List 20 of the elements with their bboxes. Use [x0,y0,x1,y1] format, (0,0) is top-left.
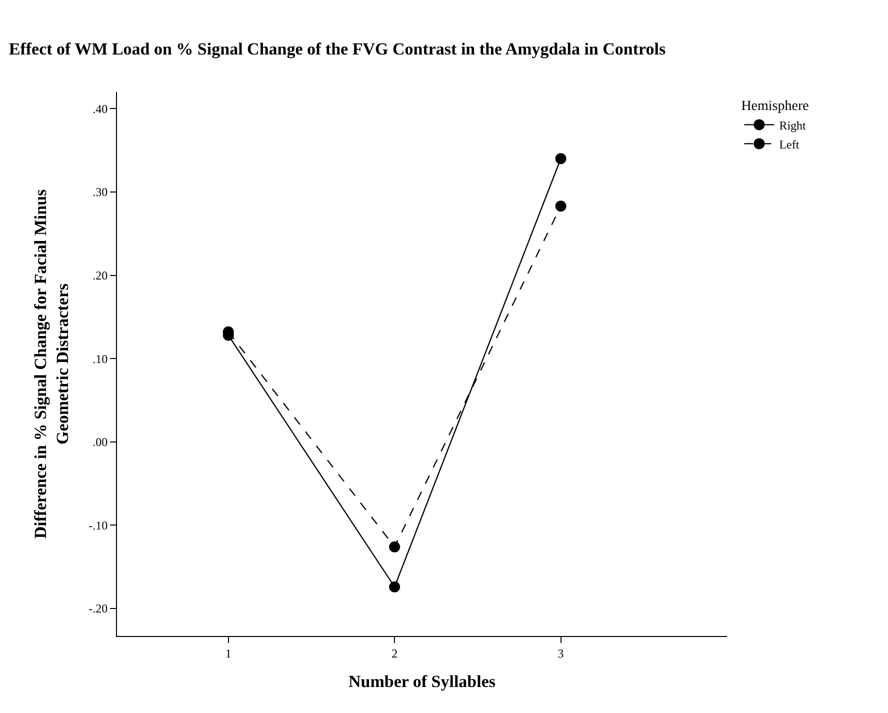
y-tick-label: .00 [92,435,108,450]
chart-title: Effect of WM Load on % Signal Change of the FVG Contrast in the Amygdala in Controls [8,40,666,59]
y-tick-label: .20 [92,268,108,282]
legend-label: Right [779,118,807,132]
y-tick-label: .30 [92,185,108,200]
y-axis-title: Difference in % Signal Change for Facial Minus Geometric Distracters [31,188,72,539]
y-tick-label: .40 [92,102,108,116]
point [555,200,566,212]
point [389,541,400,552]
x-tick-label: 2 [392,646,398,660]
y-tick-label: -.10 [88,518,108,532]
y-tick-label: -.20 [88,602,108,616]
point [555,153,566,164]
legend-label: Left [779,137,800,152]
x-tick-label: 1 [225,646,232,660]
y-tick-label: .10 [92,352,108,366]
legend-title: Hemisphere [741,99,809,114]
x-axis-title: Number of Syllables [348,672,496,691]
point [389,581,400,592]
x-tick-label: 3 [558,646,564,660]
